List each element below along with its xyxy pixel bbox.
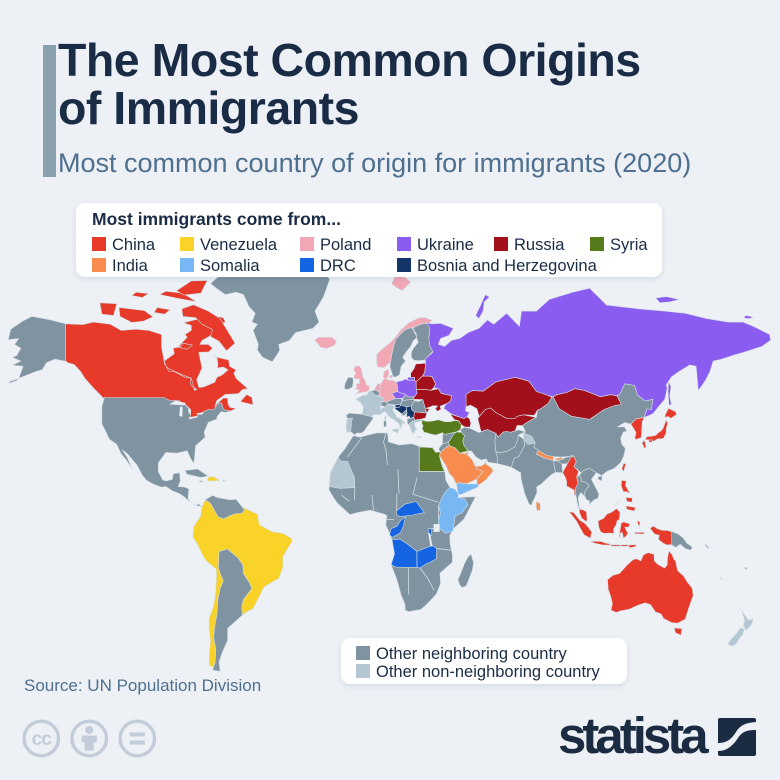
svg-text:cc: cc <box>32 729 53 750</box>
